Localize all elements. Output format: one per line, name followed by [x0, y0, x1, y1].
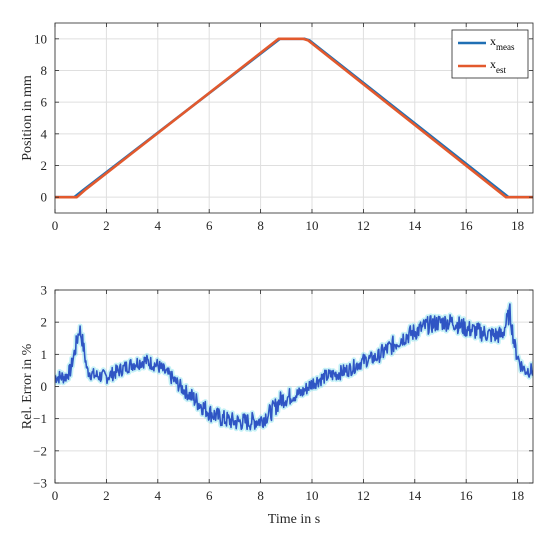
x-tick-label: 16 [460, 488, 474, 503]
series-group [55, 37, 533, 199]
legend-label-base: x [490, 57, 496, 71]
x-tick-label: 0 [52, 218, 59, 233]
x-tick-label: 0 [52, 488, 59, 503]
x-tick-label: 18 [511, 218, 524, 233]
x-tick-label: 2 [103, 218, 110, 233]
y-tick-label: 4 [41, 126, 48, 141]
legend-label-base: x [490, 34, 496, 48]
x-axis-title: Time in s [268, 512, 320, 527]
x-tick-label: 10 [305, 488, 318, 503]
y-tick-label: 8 [41, 63, 48, 78]
y-axis-title: Rel. Error in % [20, 343, 35, 429]
legend-box [451, 29, 529, 79]
x-tick-label: 6 [206, 488, 213, 503]
x-tick-label: 14 [408, 488, 422, 503]
series-line-x-est [55, 37, 533, 199]
x-tick-label: 10 [305, 218, 318, 233]
x-tick-label: 4 [155, 488, 162, 503]
x-tick-label: 12 [357, 218, 370, 233]
y-tick-label: −2 [33, 443, 47, 458]
y-tick-label: 2 [41, 158, 48, 173]
axes-frame [54, 22, 534, 214]
y-tick-label: 0 [41, 379, 48, 394]
x-tick-label: 14 [408, 218, 422, 233]
ticks: 0 2 4 6 8 10 12 14 16 18 0 2 4 6 8 10 [34, 23, 533, 233]
y-tick-label: 2 [41, 315, 48, 330]
y-tick-label: −1 [33, 411, 47, 426]
x-tick-label: 4 [155, 218, 162, 233]
y-tick-label: 3 [41, 283, 48, 298]
y-tick-label: 1 [41, 347, 48, 362]
legend-label-sub: meas [496, 42, 515, 52]
x-tick-label: 6 [206, 218, 213, 233]
x-tick-label: 8 [257, 218, 264, 233]
y-tick-label: 0 [41, 190, 48, 205]
x-tick-label: 2 [103, 488, 110, 503]
x-tick-label: 16 [460, 218, 474, 233]
legend-label: xmeas [490, 34, 515, 52]
legend-label-sub: est [496, 65, 506, 75]
position-chart: 0 2 4 6 8 10 12 14 16 18 0 2 4 6 8 10 Position in mm xmea… [20, 22, 534, 233]
y-axis-title: Position in mm [20, 75, 35, 161]
series-group [55, 301, 533, 433]
y-tick-label: −3 [33, 476, 47, 491]
x-tick-label: 8 [257, 488, 264, 503]
series-line-rel-error [55, 303, 533, 431]
y-tick-label: 10 [34, 31, 47, 46]
x-tick-label: 18 [511, 488, 524, 503]
y-tick-label: 6 [41, 95, 48, 110]
legend-label: xest [490, 57, 506, 75]
x-tick-label: 12 [357, 488, 370, 503]
